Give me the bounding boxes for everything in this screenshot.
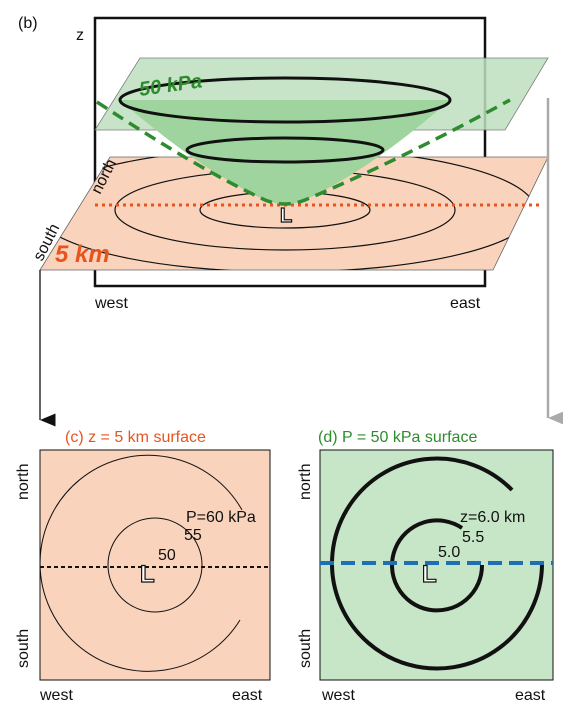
contour-label: P=60 kPa (186, 509, 256, 526)
panel-label: (b) (18, 15, 38, 32)
low-marker: L (422, 561, 437, 588)
west-label: west (39, 687, 73, 704)
lower-plane-label: 5 km (55, 241, 110, 268)
diagram: (b) z north south 5 km 50 kPa L west eas… (0, 0, 563, 705)
z-axis-label: z (76, 27, 84, 44)
west-label: west (94, 295, 128, 312)
south-label: south (297, 629, 314, 668)
east-label: east (450, 295, 481, 312)
north-label: north (15, 464, 32, 500)
east-label: east (515, 687, 546, 704)
page: {"panel_b": {"label": "(b)", "z_axis": "… (0, 0, 563, 705)
west-label: west (321, 687, 355, 704)
low-marker: L (280, 205, 292, 227)
contour-label: 55 (184, 527, 202, 544)
contour-label: 50 (158, 547, 176, 564)
contour-label: 5.5 (462, 529, 484, 546)
south-label: south (15, 629, 32, 668)
contour-label: z=6.0 km (460, 509, 525, 526)
north-label: north (297, 464, 314, 500)
low-marker: L (140, 561, 155, 588)
panel-title: (c) z = 5 km surface (65, 429, 206, 446)
panel-title: (d) P = 50 kPa surface (318, 429, 477, 446)
east-label: east (232, 687, 263, 704)
contour-label: 5.0 (438, 544, 460, 561)
